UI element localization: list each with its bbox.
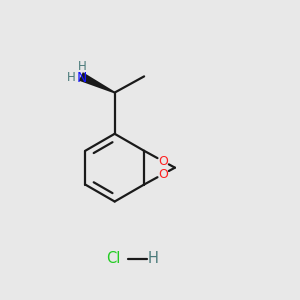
Text: H: H bbox=[67, 71, 76, 84]
Text: H: H bbox=[78, 60, 87, 73]
Text: Cl: Cl bbox=[106, 251, 120, 266]
Text: O: O bbox=[158, 168, 168, 181]
Text: N: N bbox=[77, 71, 88, 85]
Polygon shape bbox=[79, 72, 115, 93]
Text: H: H bbox=[148, 251, 158, 266]
Text: O: O bbox=[158, 155, 168, 168]
